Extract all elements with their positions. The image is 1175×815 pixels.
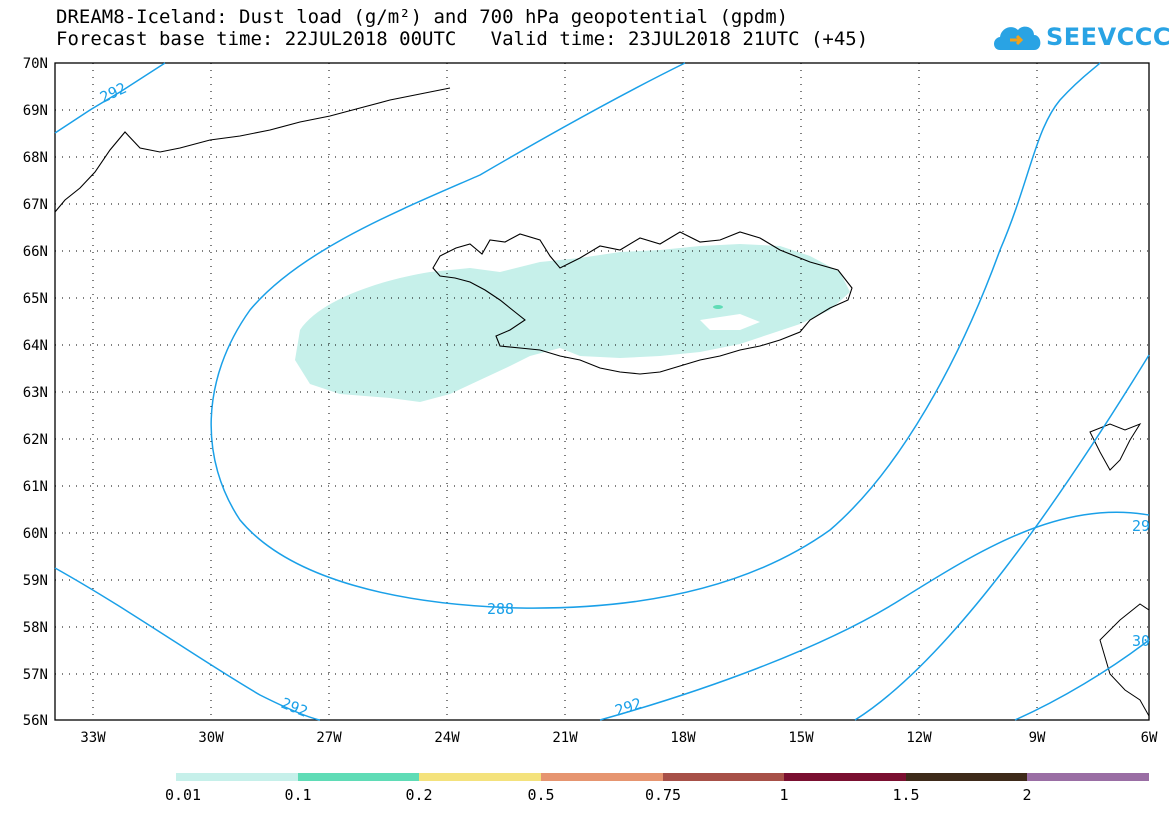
contour-292-sw: [54, 567, 321, 721]
lat-label: 59N: [23, 573, 48, 589]
colorbar-swatch: [541, 773, 663, 781]
map-title: DREAM8-Iceland: Dust load (g/m²) and 700…: [56, 6, 789, 28]
colorbar-swatch: [663, 773, 784, 781]
contour-288: [210, 62, 1101, 609]
colorbar-swatch: [419, 773, 541, 781]
lon-label: 9W: [1029, 730, 1046, 746]
contour-label: 30: [1132, 632, 1150, 650]
lat-label: 62N: [23, 432, 48, 448]
lat-label: 69N: [23, 103, 48, 119]
lat-label: 70N: [23, 56, 48, 72]
colorbar-swatch: [906, 773, 1027, 781]
lon-label: 30W: [198, 730, 224, 746]
contour-label: 288: [487, 600, 514, 618]
colorbar-swatch: [784, 773, 906, 781]
lon-label: 15W: [788, 730, 814, 746]
colorbar-tick: 0.75: [644, 786, 682, 804]
colorbar-tick: 1.5: [892, 786, 920, 804]
lon-label: 12W: [906, 730, 932, 746]
lat-label: 58N: [23, 620, 48, 636]
lat-gridlines: [55, 109, 1149, 675]
lon-label: 6W: [1141, 730, 1158, 746]
colorbar-tick: 1: [779, 786, 789, 804]
lon-labels: 33W 30W 27W 24W 21W 18W 15W 12W 9W 6W: [80, 730, 1158, 746]
lon-label: 18W: [670, 730, 696, 746]
lat-label: 60N: [23, 526, 48, 542]
colorbar-tick: 0.2: [405, 786, 433, 804]
dust-load-shading: [295, 244, 850, 402]
colorbar-swatch: [1027, 773, 1149, 781]
iceland-coastline: [432, 231, 853, 375]
lat-label: 66N: [23, 244, 48, 260]
colorbar-swatch: [176, 773, 298, 781]
lon-label: 33W: [80, 730, 106, 746]
colorbar-tick: 0.01: [164, 786, 202, 804]
greenland-coastline: [54, 87, 451, 213]
lat-labels: 70N 69N 68N 67N 66N 65N 64N 63N 62N 61N …: [23, 56, 48, 729]
colorbar-tick: 2: [1022, 786, 1032, 804]
contour-292-se: [599, 511, 1150, 721]
colorbar: [176, 773, 1149, 781]
cloud-icon: [994, 26, 1041, 50]
colorbar-tick: 0.1: [284, 786, 312, 804]
contour-292-nw: [54, 62, 166, 134]
faroe-coastline: [1089, 422, 1142, 471]
map-subtitle: Forecast base time: 22JUL2018 00UTC Vali…: [56, 28, 869, 50]
logo-text: SEEVCCC: [1046, 23, 1171, 51]
contour-292-east: [854, 354, 1150, 721]
lon-label: 27W: [316, 730, 342, 746]
lat-label: 68N: [23, 150, 48, 166]
geopotential-contours: [54, 62, 1150, 721]
colorbar-swatch: [298, 773, 419, 781]
lat-label: 63N: [23, 385, 48, 401]
lat-label: 57N: [23, 667, 48, 683]
contour-label: 29: [1132, 517, 1150, 535]
lat-label: 61N: [23, 479, 48, 495]
lon-label: 21W: [552, 730, 578, 746]
lat-label: 65N: [23, 291, 48, 307]
scotland-coastline: [1099, 603, 1150, 718]
colorbar-tick: 0.5: [527, 786, 555, 804]
lat-label: 64N: [23, 338, 48, 354]
contour-30: [1014, 639, 1150, 721]
lon-label: 24W: [434, 730, 460, 746]
lat-label: 56N: [23, 713, 48, 729]
seevccc-logo: SEEVCCC: [990, 18, 1171, 58]
lat-label: 67N: [23, 197, 48, 213]
